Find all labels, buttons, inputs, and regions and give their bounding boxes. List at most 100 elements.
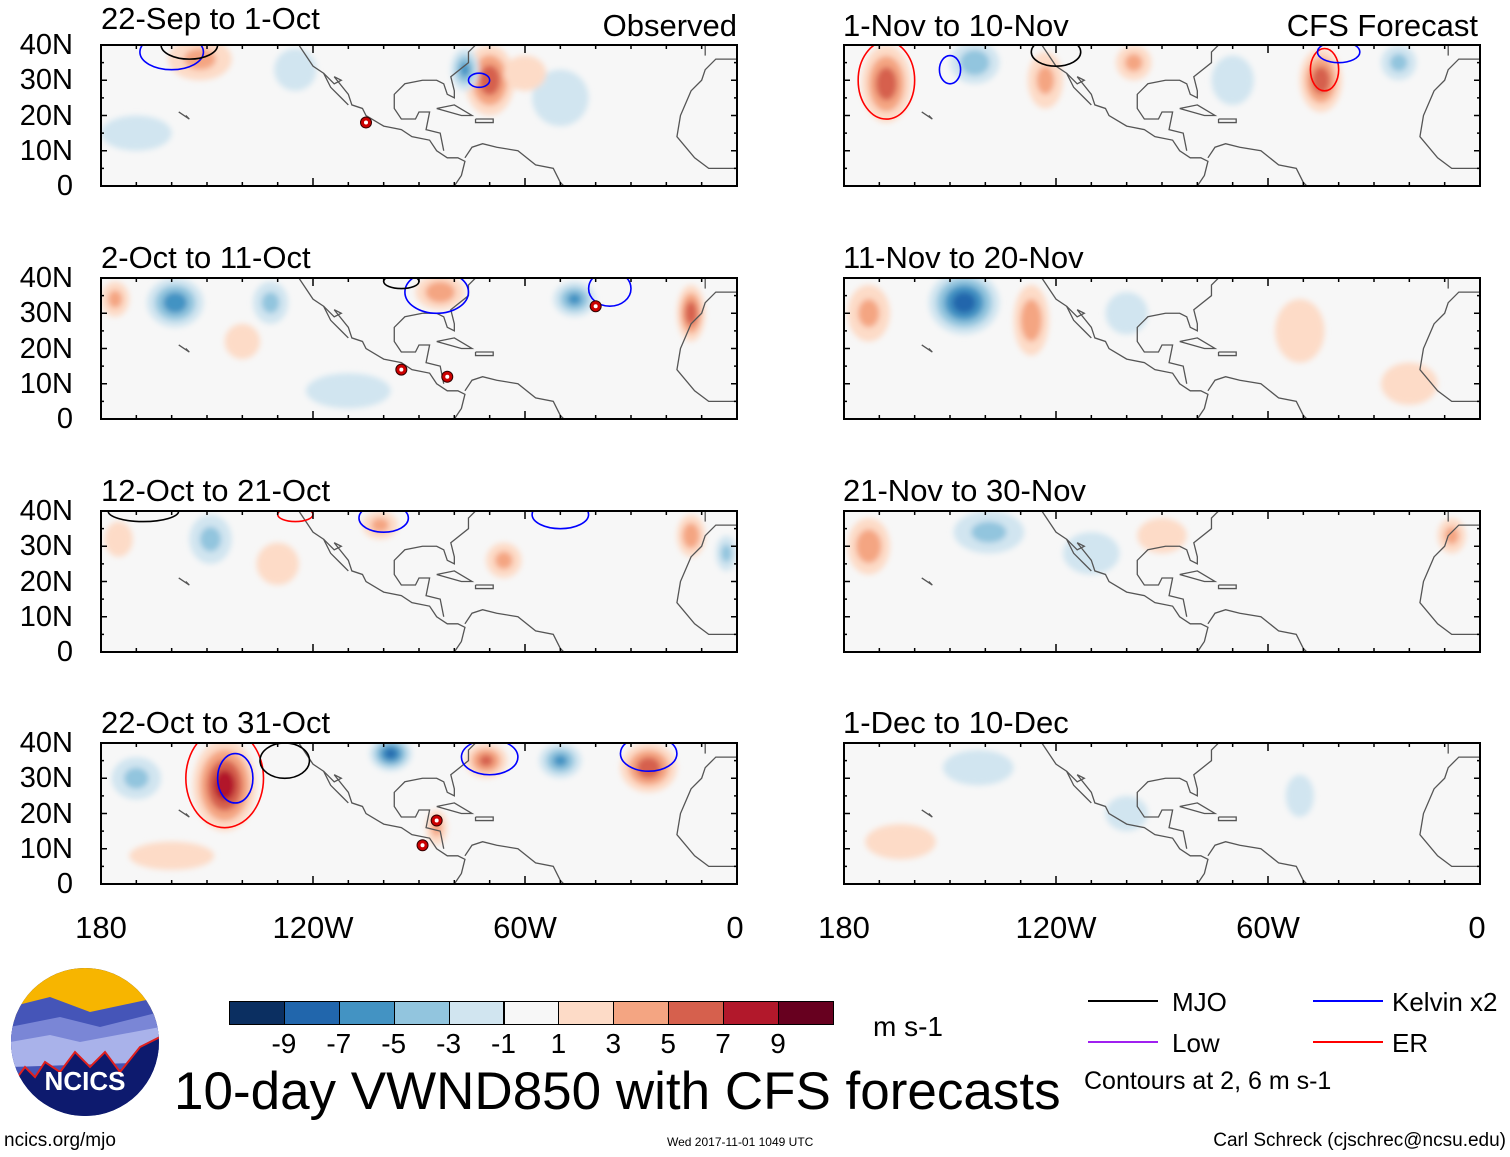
lat-label: 0 xyxy=(56,868,73,900)
coastline xyxy=(676,58,737,170)
coastline xyxy=(436,337,475,350)
coastline xyxy=(474,118,494,124)
map-panel xyxy=(843,44,1481,187)
anomaly-shading xyxy=(553,754,568,767)
colorbar-tick-label: 5 xyxy=(660,1028,676,1059)
coastline xyxy=(474,816,494,822)
anomaly-shading xyxy=(636,757,661,779)
contour-kelvin xyxy=(139,45,205,71)
map-panel xyxy=(843,742,1481,885)
anomaly-shading xyxy=(532,69,589,127)
coastline xyxy=(323,538,349,572)
legend-line-er xyxy=(1313,1041,1383,1043)
colorbar-tick-label: -9 xyxy=(271,1028,297,1059)
anomaly-shading xyxy=(371,518,389,533)
coastline xyxy=(1419,291,1480,403)
colorbar-swatch xyxy=(723,1001,779,1025)
lat-label: 20N xyxy=(19,99,73,132)
lat-label: 30N xyxy=(19,64,73,97)
lon-label-120w-right: 120W xyxy=(1015,910,1097,945)
coastline xyxy=(1179,802,1218,815)
coastline xyxy=(1066,770,1092,804)
colorbar-tick-label: -3 xyxy=(436,1028,462,1059)
anomaly-shading xyxy=(123,767,149,789)
anomaly-shading xyxy=(261,292,280,314)
legend-label-er: ER xyxy=(1392,1028,1429,1058)
colorbar-swatch xyxy=(338,1001,395,1025)
coastline xyxy=(1136,511,1219,617)
anomaly-shading xyxy=(274,48,317,91)
coastline xyxy=(436,104,475,117)
contour-kelvin xyxy=(467,72,491,89)
tropical-cyclone-eye xyxy=(399,367,404,372)
anomaly-shading xyxy=(952,292,976,314)
anomaly-shading xyxy=(104,521,133,557)
tropical-cyclone-eye xyxy=(593,304,598,309)
coastline xyxy=(1419,756,1480,868)
source-url[interactable]: ncics.org/mjo xyxy=(4,1130,116,1151)
coastline xyxy=(1041,743,1209,884)
anomaly-shading xyxy=(685,301,698,326)
anomaly-shading xyxy=(1444,526,1459,545)
contour-kelvin xyxy=(938,54,962,85)
panel-title-8: 1-Dec to 10-Dec xyxy=(843,705,1069,740)
colorbar-unit: m s-1 xyxy=(873,1011,943,1042)
contour-kelvin xyxy=(404,278,470,315)
coastline xyxy=(1207,376,1308,419)
coastline xyxy=(921,577,933,586)
coastline xyxy=(464,376,565,419)
lat-label: 20N xyxy=(19,797,73,830)
coastline xyxy=(323,72,349,106)
anomaly-shading xyxy=(256,542,299,586)
lat-label: 0 xyxy=(56,403,73,435)
lon-label-180-right: 180 xyxy=(818,910,870,945)
map-panel xyxy=(843,277,1481,420)
colorbar-tick-label: -7 xyxy=(326,1028,352,1059)
contour-kelvin xyxy=(1316,45,1361,64)
colorbar-swatch xyxy=(229,1001,285,1025)
lat-label: 10N xyxy=(19,134,73,167)
panel-title-7: 21-Nov to 30-Nov xyxy=(843,473,1086,508)
coastline xyxy=(178,577,190,586)
coastline xyxy=(298,743,466,884)
colorbar-tick-label: 1 xyxy=(550,1028,567,1059)
map-panel xyxy=(843,510,1481,653)
author-credit: Carl Schreck (cjschrec@ncsu.edu) xyxy=(1213,1130,1506,1151)
coastline xyxy=(1041,278,1209,419)
coastline xyxy=(464,841,565,884)
coastline xyxy=(1041,511,1209,652)
anomaly-shading xyxy=(494,551,513,570)
observed-label: Observed xyxy=(602,8,737,43)
contour-er xyxy=(857,45,916,120)
coastline xyxy=(676,524,737,636)
colorbar-swatch xyxy=(778,1001,834,1025)
contour-kelvin xyxy=(587,278,632,308)
coastline xyxy=(1136,45,1219,151)
anomaly-shading xyxy=(108,290,123,308)
anomaly-shading xyxy=(1124,53,1143,72)
colorbar-swatch xyxy=(558,1001,615,1025)
panel-title-1: 22-Sep to 1-Oct xyxy=(101,1,320,36)
coastline xyxy=(1136,278,1219,384)
lat-label: 40N xyxy=(19,262,73,294)
map-panel xyxy=(100,44,738,187)
timestamp: Wed 2017-11-01 1049 UTC xyxy=(667,1135,814,1149)
panel-title-5: 1-Nov to 10-Nov xyxy=(843,8,1069,43)
lon-label-60w-left: 60W xyxy=(493,910,557,945)
legend-label-kelvin: Kelvin x2 xyxy=(1392,987,1498,1017)
coastline xyxy=(1136,743,1219,849)
tropical-cyclone-eye xyxy=(420,843,425,848)
ncics-logo: NCICS xyxy=(10,967,160,1117)
contour-kelvin xyxy=(531,511,590,530)
anomaly-shading xyxy=(305,373,391,409)
legend-line-low xyxy=(1088,1041,1158,1043)
lat-label: 20N xyxy=(19,565,73,598)
anomaly-shading xyxy=(1285,774,1314,818)
coastline xyxy=(921,111,933,120)
coastline xyxy=(676,291,737,403)
colorbar-swatch xyxy=(448,1001,505,1025)
coastline xyxy=(464,609,565,652)
colorbar-tick-label: 9 xyxy=(770,1028,786,1059)
coastline xyxy=(1207,609,1308,652)
